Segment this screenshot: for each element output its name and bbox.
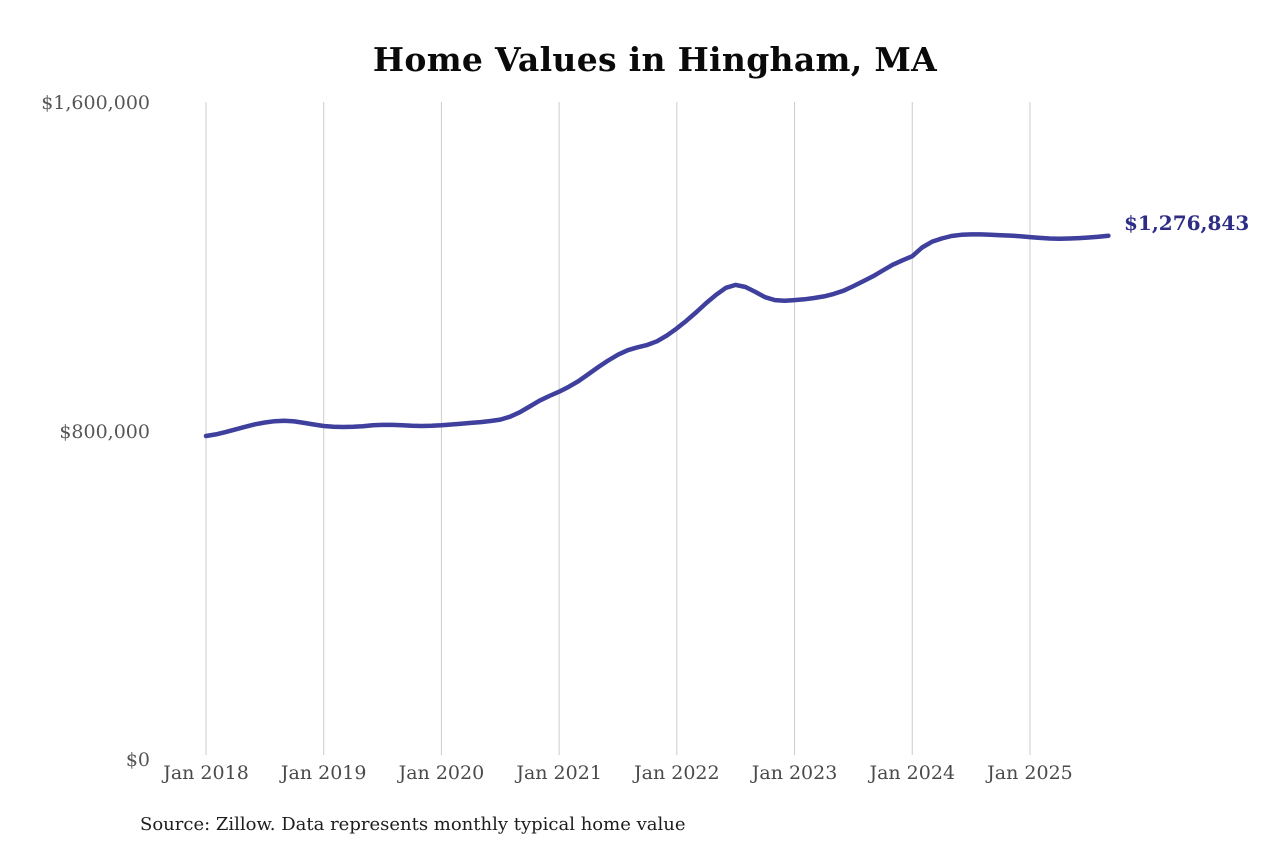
x-axis-tick-label: Jan 2019 xyxy=(280,762,367,784)
x-axis-tick-label: Jan 2020 xyxy=(398,762,485,784)
y-axis-tick-label: $1,600,000 xyxy=(41,92,150,114)
y-axis-tick-label: $800,000 xyxy=(59,420,150,443)
home-value-line xyxy=(203,232,1111,439)
x-axis-tick-label: Jan 2024 xyxy=(869,762,956,784)
x-axis-tick-label: Jan 2023 xyxy=(751,762,838,784)
latest-value-label: $1,276,843 xyxy=(1124,211,1250,235)
source-note: Source: Zillow. Data represents monthly … xyxy=(140,814,686,835)
x-axis-tick-label: Jan 2018 xyxy=(163,762,249,784)
x-axis-tick-label: Jan 2022 xyxy=(634,762,720,784)
x-axis-tick-label: Jan 2021 xyxy=(516,762,602,784)
chart-title: Home Values in Hingham, MA xyxy=(372,40,938,79)
y-axis-tick-label: $0 xyxy=(125,749,150,771)
x-axis-tick-label: Jan 2025 xyxy=(987,762,1073,784)
